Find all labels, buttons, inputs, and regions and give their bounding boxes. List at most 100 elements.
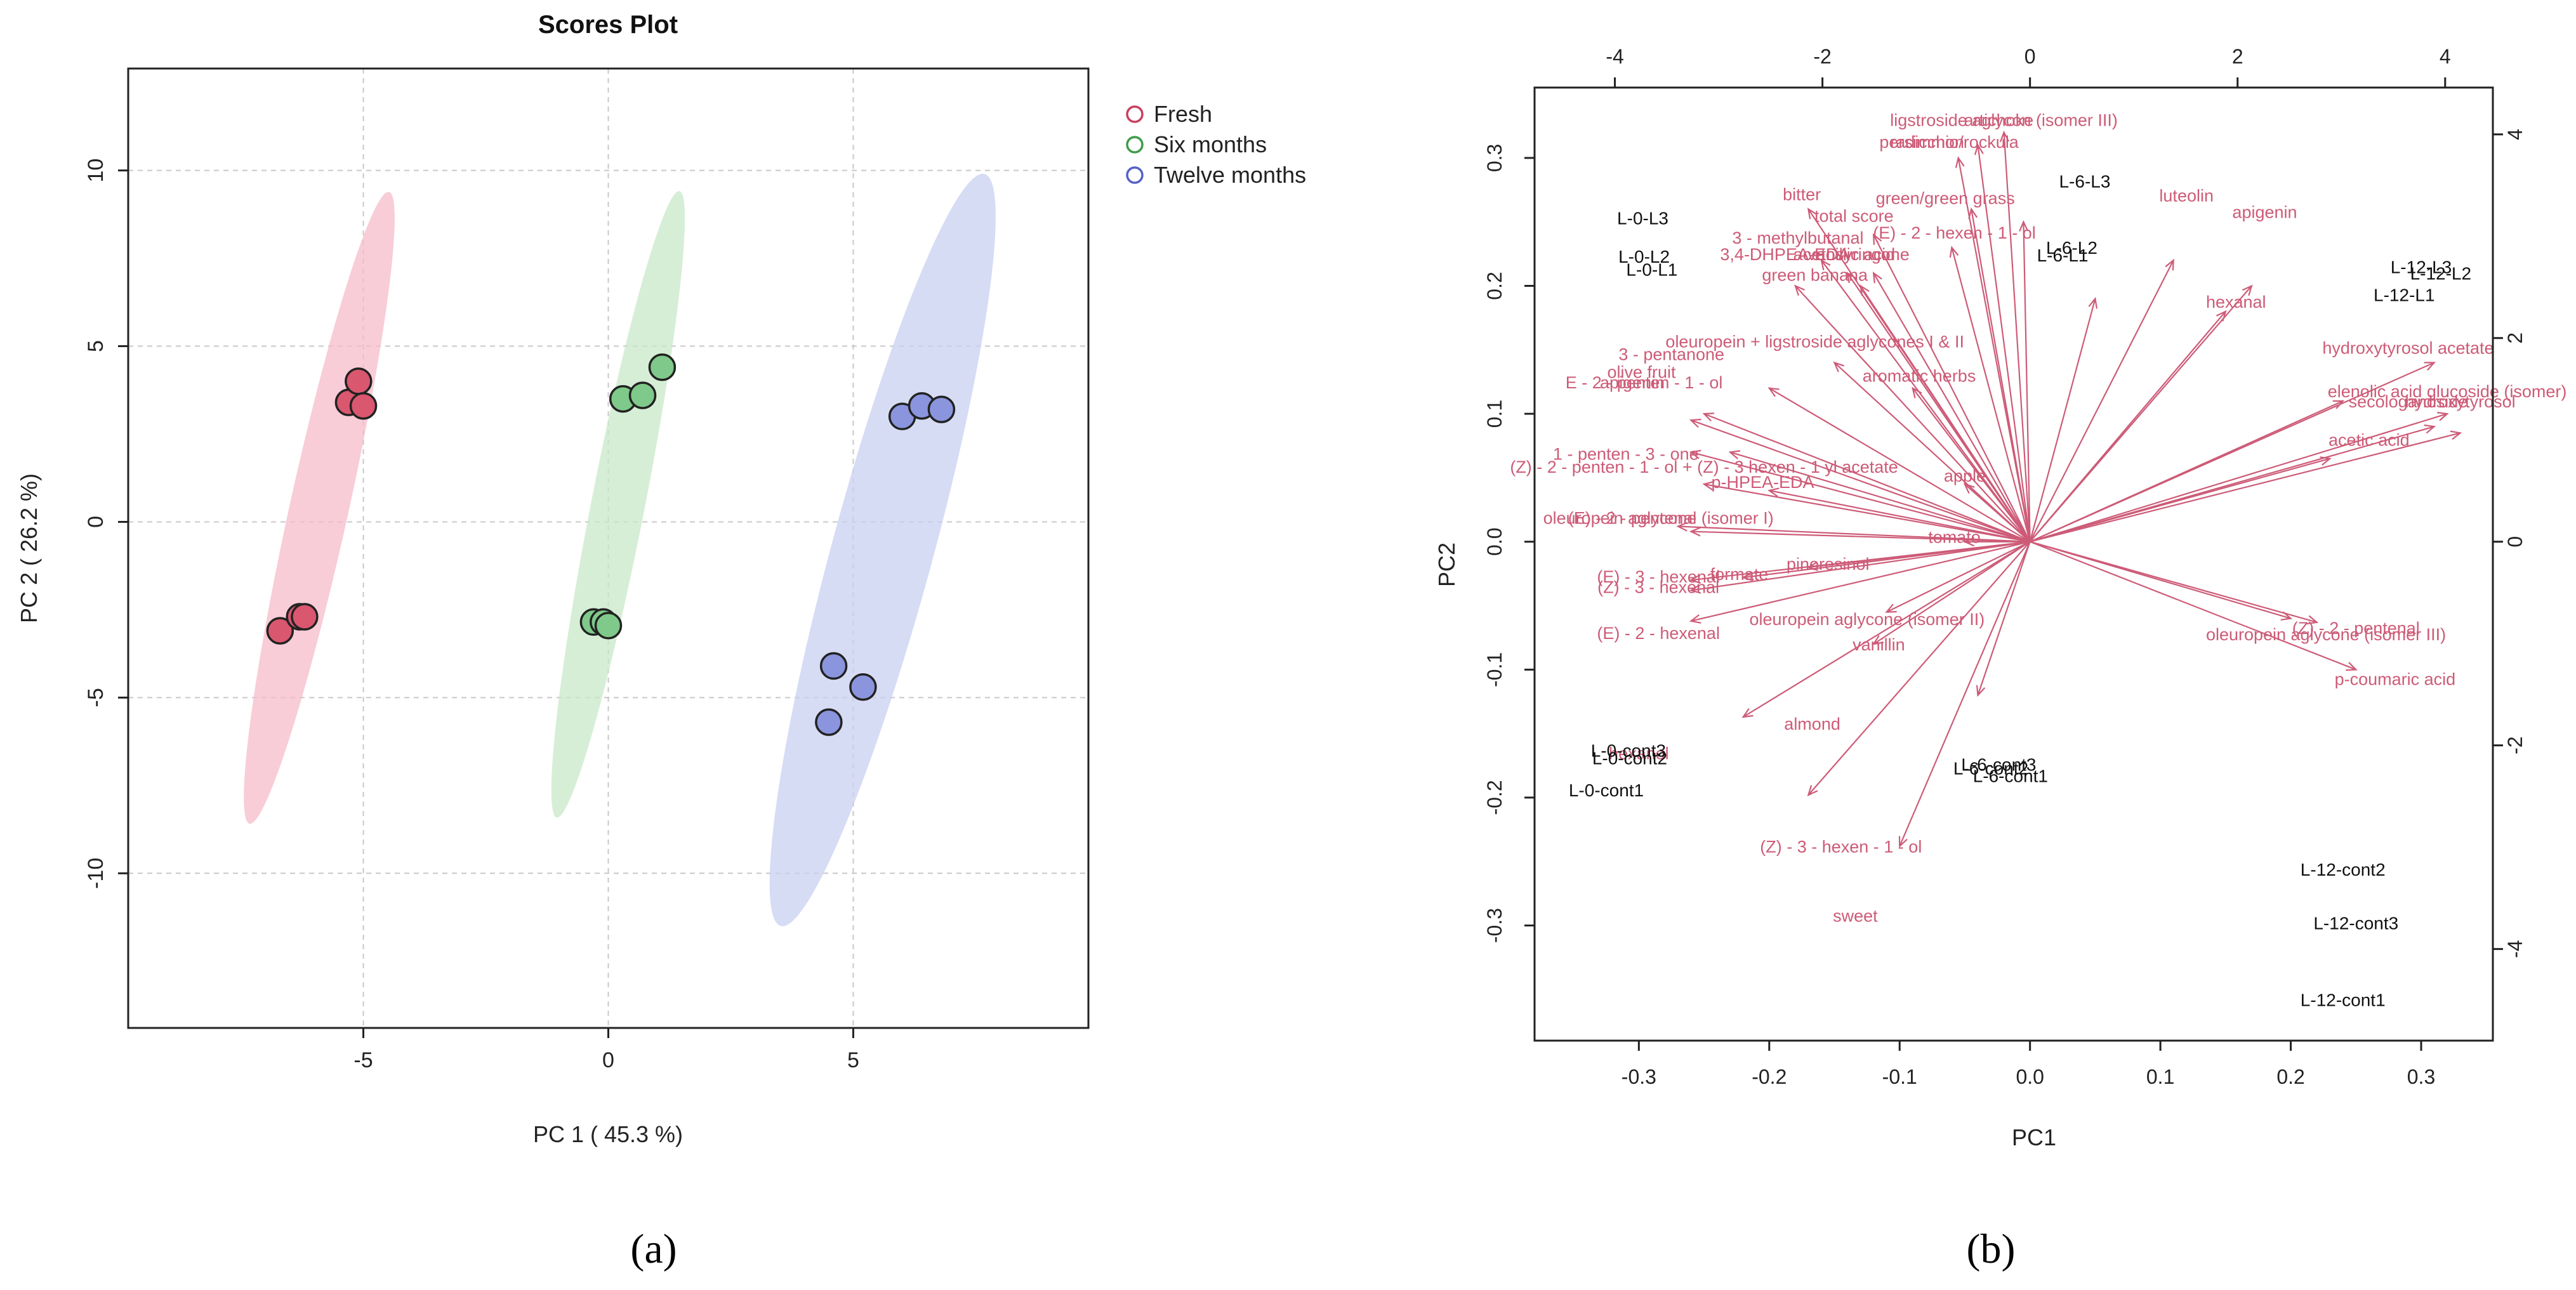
loading-arrowhead [1872,233,1882,245]
x-tick-label: -0.3 [1622,1065,1656,1088]
scores-plot-xlabel: PC 1 ( 45.3 %) [533,1121,683,1147]
y-tick-label: 0 [84,516,108,528]
scores-plot-ticks: -5 0 5 -10 -5 0 5 10 [84,159,859,1072]
x-tick-label: -0.2 [1752,1065,1787,1088]
loading-arrowhead [1833,361,1845,372]
observation-label: L-6-L3 [2059,171,2110,191]
loading-arrow [1691,541,2030,591]
observation-label: L-12-L2 [2410,263,2472,283]
loading-arrowhead [1794,284,1806,296]
loading-arrow [1691,530,2030,543]
variable-label: almond [1784,714,1840,734]
loading-arrowhead [1689,584,1701,594]
loading-arrowhead [1859,284,1870,296]
variable-label: olive fruit [1607,363,1676,382]
variable-label: apigenin [1600,373,1665,392]
top-x-tick-label: 4 [2440,45,2451,68]
loading-arrow [1703,483,2030,543]
scores-plot-points [266,353,956,736]
loading-arrowhead [1702,412,1715,422]
right-y-tick-label: 4 [2504,129,2526,140]
biplot-variable-labels: ligstroside aglycon (isomer III)artichok… [1510,110,2566,925]
variable-label: sweet [1833,907,1878,926]
x-tick-label: 0.1 [2146,1065,2174,1088]
loading-arrow [1899,541,2031,846]
legend-label: Twelve months [1154,162,1306,188]
observation-label: L-6-cont3 [1961,755,2036,775]
loading-arrow [1821,260,2031,543]
loading-arrow [1795,285,2031,543]
loading-arrowhead [1767,387,1780,397]
y-tick-label: 0.2 [1483,272,1506,299]
right-y-tick-label: -4 [2504,940,2526,958]
observation-label: L-0-L3 [1617,209,1668,228]
score-point [849,673,877,701]
legend-marker [1126,105,1144,123]
variable-label: (E) - 2 - hexenal [1597,624,1720,643]
y-tick-label: -10 [84,858,108,889]
loading-arrowhead [2306,615,2319,625]
loading-arrow [2023,221,2031,542]
score-point [927,395,956,423]
score-point [291,603,319,631]
loading-arrow [1886,541,2031,613]
loading-arrowhead [1702,481,1714,490]
loading-arrow [1951,247,2031,543]
loading-arrow [2030,541,2356,671]
loading-arrow [1691,541,2030,622]
variable-label: acetosyringone [1793,245,1910,264]
loading-arrow [1729,451,2030,543]
loading-arrowhead [1689,614,1701,624]
score-point [594,612,623,640]
loading-arrowhead [1912,386,1922,398]
observation-label: L-12-cont1 [2301,991,2386,1010]
scores-plot-panel: Scores Plot -5 0 5 -10 -5 0 5 10 PC 1 ( 45.3 %)… [16,11,1306,1272]
observation-label: L-12-L3 [2391,257,2452,277]
observation-label: L-6-L2 [2046,238,2097,258]
loading-arrowhead [2450,430,2462,440]
y-tick-label: 0.3 [1483,144,1506,172]
variable-label: green/green grass [1876,188,2015,207]
observation-label: L-12-L1 [2374,286,2435,305]
loading-arrowhead [1999,130,2010,142]
loading-arrowhead [1846,272,1857,284]
loading-arrow [1703,413,2031,543]
loading-arrowhead [2019,220,2029,232]
variable-label: vanillin [1853,635,1905,654]
loading-arrowhead [1741,571,1754,581]
variable-label: oleuropein aglycone (isomer I) [1543,508,1774,527]
confidence-ellipse [244,192,395,824]
loading-arrowhead [1872,635,1884,645]
y-tick-label: 10 [84,159,108,183]
loading-arrowhead [1689,527,1701,537]
loading-arrow [1971,209,2031,542]
loading-arrow [1873,234,2031,543]
loading-arrowhead [2437,412,2449,421]
loading-arrow [1807,541,2031,796]
loading-arrowhead [1807,785,1818,796]
legend-marker [1126,166,1144,184]
score-point [266,617,294,645]
top-x-tick-label: 2 [2232,45,2243,68]
variable-label: p-coumaric acid [2335,670,2456,689]
y-tick-label: -0.3 [1483,908,1506,943]
right-y-tick-label: 0 [2504,536,2526,548]
x-tick-label: 0.2 [2276,1065,2304,1088]
panel-label-a: (a) [630,1226,677,1272]
biplot-ylabel: PC2 [1434,543,1460,587]
loading-arrow [1691,419,2031,543]
loading-arrow [2003,132,2031,542]
score-point [628,381,657,409]
panel-label-b: (b) [1967,1226,2016,1272]
loading-arrow [1769,489,2030,543]
loading-arrow [1873,541,2031,645]
scores-plot-title: Scores Plot [538,11,678,39]
y-tick-label: -0.2 [1483,780,1506,815]
loading-arrow [1964,484,2031,543]
variable-label: hydroxytyrosol [2405,392,2516,411]
loading-arrow [2030,457,2330,543]
x-tick-label: -5 [353,1048,373,1072]
right-y-tick-label: 2 [2504,332,2526,344]
variable-label: luteolin [2159,186,2214,205]
variable-label: green banana [1762,265,1868,284]
